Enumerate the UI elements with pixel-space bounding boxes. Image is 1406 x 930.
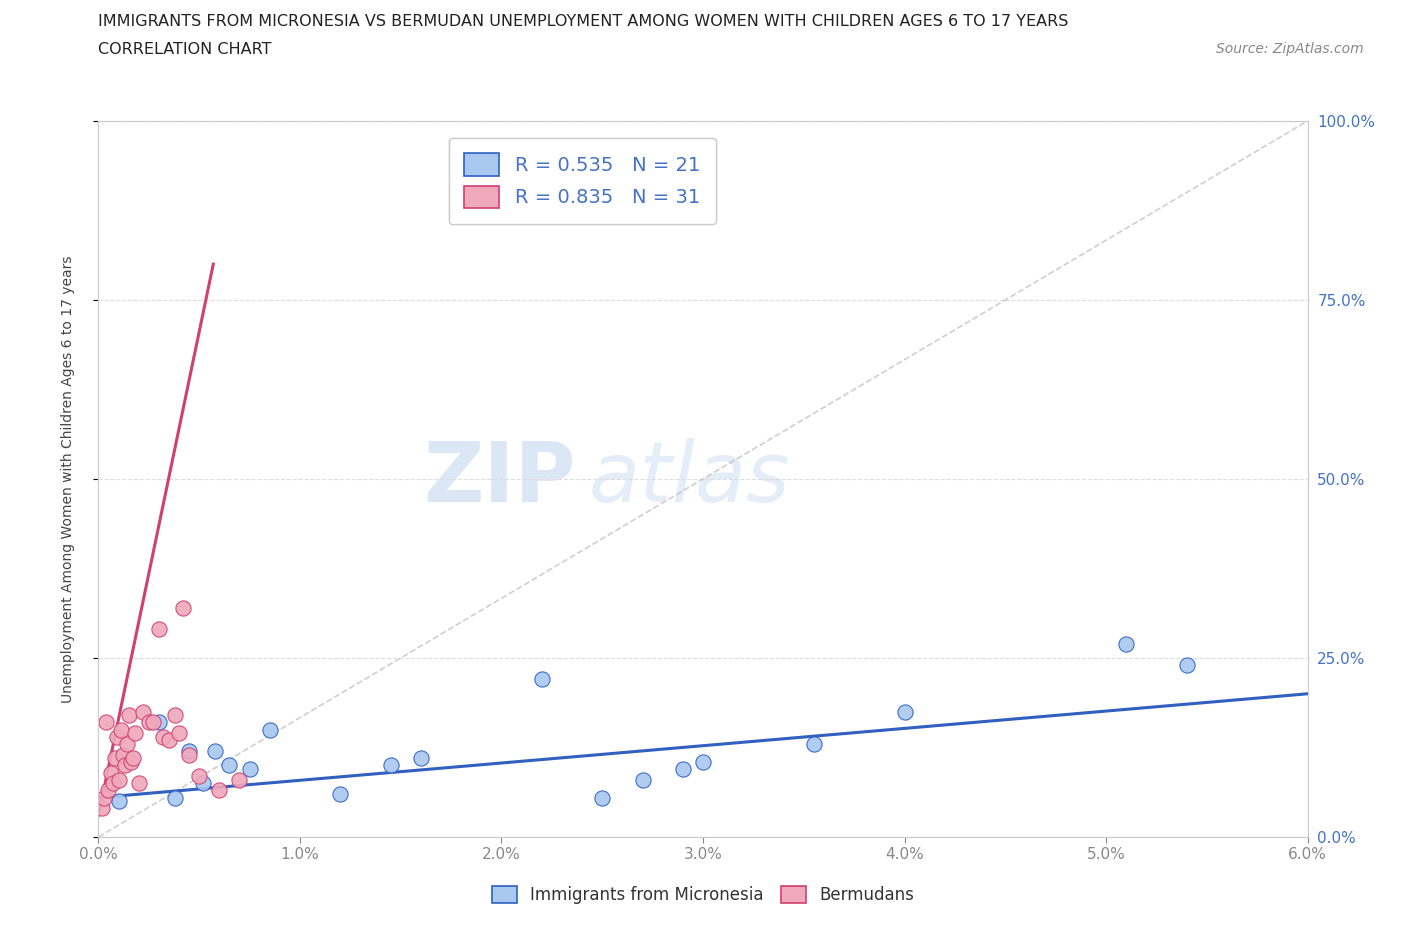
Y-axis label: Unemployment Among Women with Children Ages 6 to 17 years: Unemployment Among Women with Children A… <box>60 255 75 703</box>
Point <box>91 801 114 816</box>
Point <box>179 747 201 762</box>
Point <box>228 772 250 787</box>
Point <box>100 765 122 780</box>
Legend: Immigrants from Micronesia, Bermudans: Immigrants from Micronesia, Bermudans <box>484 878 922 912</box>
Point <box>193 776 215 790</box>
Point <box>591 790 613 805</box>
Point <box>120 754 142 769</box>
Point <box>893 704 915 719</box>
Point <box>121 751 143 765</box>
Point <box>111 747 134 762</box>
Point <box>93 790 115 805</box>
Point <box>163 790 186 805</box>
Point <box>163 708 186 723</box>
Text: atlas: atlas <box>588 438 790 520</box>
Point <box>167 725 190 740</box>
Point <box>128 776 150 790</box>
Point <box>208 783 231 798</box>
Point <box>1175 658 1198 672</box>
Point <box>138 715 160 730</box>
Point <box>259 722 281 737</box>
Point <box>530 672 553 687</box>
Point <box>148 622 170 637</box>
Point <box>1115 636 1137 651</box>
Text: Source: ZipAtlas.com: Source: ZipAtlas.com <box>1216 42 1364 56</box>
Point <box>105 729 128 744</box>
Point <box>239 762 262 777</box>
Point <box>118 708 141 723</box>
Point <box>631 772 654 787</box>
Point <box>380 758 402 773</box>
Point <box>172 601 194 616</box>
Point <box>97 783 120 798</box>
Point <box>157 733 180 748</box>
Point <box>148 715 170 730</box>
Point <box>409 751 432 765</box>
Text: CORRELATION CHART: CORRELATION CHART <box>98 42 271 57</box>
Point <box>103 751 125 765</box>
Point <box>115 737 138 751</box>
Point <box>204 744 226 759</box>
Point <box>179 744 201 759</box>
Legend: R = 0.535   N = 21, R = 0.835   N = 31: R = 0.535 N = 21, R = 0.835 N = 31 <box>449 138 716 223</box>
Point <box>692 754 714 769</box>
Point <box>114 758 136 773</box>
Point <box>110 722 132 737</box>
Point <box>218 758 240 773</box>
Point <box>101 776 124 790</box>
Point <box>803 737 825 751</box>
Point <box>329 787 352 802</box>
Point <box>672 762 695 777</box>
Point <box>96 715 118 730</box>
Point <box>107 794 129 809</box>
Point <box>188 769 211 784</box>
Point <box>142 715 165 730</box>
Point <box>132 704 155 719</box>
Point <box>152 729 174 744</box>
Point <box>124 725 146 740</box>
Text: IMMIGRANTS FROM MICRONESIA VS BERMUDAN UNEMPLOYMENT AMONG WOMEN WITH CHILDREN AG: IMMIGRANTS FROM MICRONESIA VS BERMUDAN U… <box>98 14 1069 29</box>
Text: ZIP: ZIP <box>423 438 576 520</box>
Point <box>107 772 129 787</box>
